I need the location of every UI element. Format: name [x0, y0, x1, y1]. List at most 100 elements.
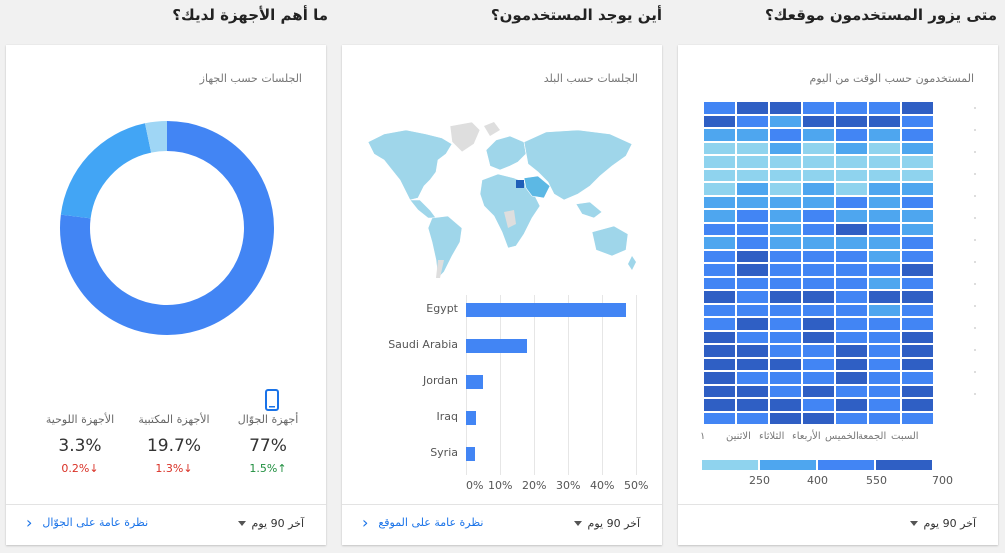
donut-slice-mobile[interactable]: [60, 121, 274, 335]
heatmap-cell[interactable]: [902, 264, 933, 276]
heatmap-cell[interactable]: [737, 399, 768, 411]
heatmap-cell[interactable]: [803, 385, 834, 397]
heatmap-cell[interactable]: [836, 196, 867, 208]
heatmap-cell[interactable]: [737, 304, 768, 316]
heatmap-cell[interactable]: [902, 399, 933, 411]
heatmap-cell[interactable]: [737, 183, 768, 195]
heatmap-cell[interactable]: [770, 358, 801, 370]
heatmap-cell[interactable]: [803, 345, 834, 357]
heatmap-cell[interactable]: [704, 372, 735, 384]
heatmap-cell[interactable]: [737, 345, 768, 357]
heatmap-cell[interactable]: [770, 277, 801, 289]
heatmap-cell[interactable]: [902, 304, 933, 316]
heatmap-cell[interactable]: [902, 385, 933, 397]
heatmap-cell[interactable]: [737, 129, 768, 141]
date-range-dropdown[interactable]: آخر 90 يوم: [237, 517, 304, 530]
heatmap-cell[interactable]: [836, 169, 867, 181]
heatmap-cell[interactable]: [770, 237, 801, 249]
heatmap-cell[interactable]: [869, 372, 900, 384]
heatmap-cell[interactable]: [803, 264, 834, 276]
heatmap-cell[interactable]: [836, 291, 867, 303]
heatmap-cell[interactable]: [770, 196, 801, 208]
heatmap-cell[interactable]: [869, 358, 900, 370]
heatmap-cell[interactable]: [869, 250, 900, 262]
heatmap-cell[interactable]: [770, 304, 801, 316]
heatmap-cell[interactable]: [836, 210, 867, 222]
heatmap-cell[interactable]: [869, 304, 900, 316]
heatmap-cell[interactable]: [902, 210, 933, 222]
heatmap-cell[interactable]: [869, 318, 900, 330]
heatmap-cell[interactable]: [737, 250, 768, 262]
heatmap-cell[interactable]: [770, 399, 801, 411]
heatmap-cell[interactable]: [836, 399, 867, 411]
heatmap-cell[interactable]: [869, 115, 900, 127]
bar-saudi-arabia[interactable]: [466, 339, 528, 353]
heatmap-cell[interactable]: [737, 331, 768, 343]
heatmap-cell[interactable]: [836, 304, 867, 316]
heatmap-cell[interactable]: [803, 183, 834, 195]
heatmap-cell[interactable]: [803, 372, 834, 384]
heatmap-cell[interactable]: [704, 183, 735, 195]
donut-slice-tablet[interactable]: [144, 121, 168, 153]
heatmap-cell[interactable]: [704, 169, 735, 181]
heatmap-cell[interactable]: [836, 250, 867, 262]
heatmap-cell[interactable]: [803, 237, 834, 249]
heatmap-cell[interactable]: [704, 156, 735, 168]
heatmap-cell[interactable]: [737, 169, 768, 181]
heatmap-cell[interactable]: [836, 358, 867, 370]
heatmap-cell[interactable]: [737, 264, 768, 276]
heatmap-cell[interactable]: [704, 196, 735, 208]
heatmap-cell[interactable]: [704, 358, 735, 370]
heatmap-cell[interactable]: [704, 331, 735, 343]
heatmap-cell[interactable]: [737, 210, 768, 222]
mobile-overview-link[interactable]: نظرة عامة على الجوّال ‹: [26, 514, 148, 530]
heatmap-cell[interactable]: [803, 412, 834, 424]
heatmap-cell[interactable]: [770, 412, 801, 424]
heatmap-cell[interactable]: [704, 291, 735, 303]
heatmap-cell[interactable]: [836, 142, 867, 154]
bar-egypt[interactable]: [466, 303, 626, 317]
heatmap-cell[interactable]: [704, 142, 735, 154]
heatmap-cell[interactable]: [902, 156, 933, 168]
heatmap-cell[interactable]: [770, 183, 801, 195]
heatmap-cell[interactable]: [803, 169, 834, 181]
heatmap-cell[interactable]: [737, 196, 768, 208]
heatmap-cell[interactable]: [704, 345, 735, 357]
heatmap-cell[interactable]: [770, 372, 801, 384]
heatmap-cell[interactable]: [869, 156, 900, 168]
heatmap-cell[interactable]: [902, 102, 933, 114]
heatmap-cell[interactable]: [902, 331, 933, 343]
heatmap-cell[interactable]: [803, 318, 834, 330]
heatmap-cell[interactable]: [869, 210, 900, 222]
heatmap-cell[interactable]: [836, 115, 867, 127]
heatmap-cell[interactable]: [902, 129, 933, 141]
heatmap-cell[interactable]: [737, 115, 768, 127]
heatmap-cell[interactable]: [902, 250, 933, 262]
heatmap-cell[interactable]: [770, 223, 801, 235]
heatmap-cell[interactable]: [869, 183, 900, 195]
heatmap-cell[interactable]: [836, 264, 867, 276]
heatmap-cell[interactable]: [836, 277, 867, 289]
heatmap-cell[interactable]: [902, 318, 933, 330]
heatmap-cell[interactable]: [836, 237, 867, 249]
heatmap-cell[interactable]: [869, 291, 900, 303]
heatmap-cell[interactable]: [869, 129, 900, 141]
heatmap-cell[interactable]: [902, 169, 933, 181]
heatmap-cell[interactable]: [704, 304, 735, 316]
heatmap-cell[interactable]: [836, 318, 867, 330]
heatmap-cell[interactable]: [737, 142, 768, 154]
heatmap-cell[interactable]: [836, 156, 867, 168]
heatmap-cell[interactable]: [770, 142, 801, 154]
heatmap-cell[interactable]: [803, 399, 834, 411]
heatmap-cell[interactable]: [737, 223, 768, 235]
heatmap-cell[interactable]: [737, 372, 768, 384]
heatmap-cell[interactable]: [770, 291, 801, 303]
heatmap-cell[interactable]: [869, 399, 900, 411]
donut-slice-desktop[interactable]: [60, 123, 152, 219]
location-overview-link[interactable]: نظرة عامة على الموقع ‹: [362, 514, 483, 530]
heatmap-cell[interactable]: [770, 210, 801, 222]
heatmap-cell[interactable]: [737, 237, 768, 249]
heatmap-cell[interactable]: [704, 223, 735, 235]
heatmap-cell[interactable]: [770, 318, 801, 330]
heatmap-cell[interactable]: [869, 169, 900, 181]
